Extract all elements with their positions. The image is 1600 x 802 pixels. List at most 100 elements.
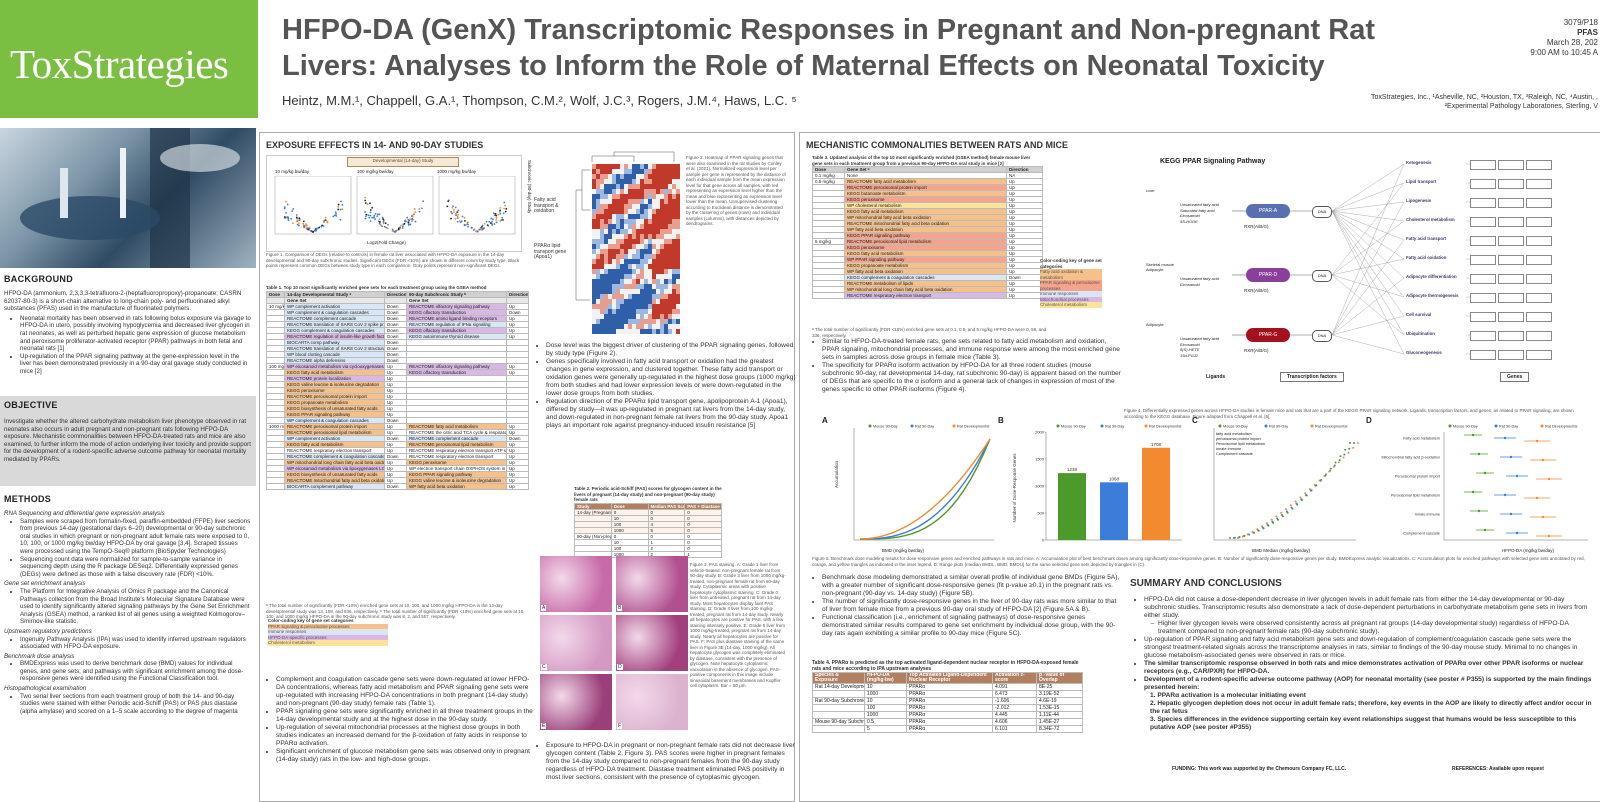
volcano-title: 10 mg/kg bw/day [275, 169, 310, 174]
heatmap-cell [600, 174, 604, 179]
heatmap-cell [616, 279, 620, 284]
legend-marker [1494, 424, 1498, 428]
table-3-title: Table 3. Updated analysis of the top 10 … [812, 155, 1031, 166]
heatmap-cell [600, 269, 604, 274]
result-bullet: Up-regulation of several mitochondrial p… [276, 724, 538, 748]
heatmap-cell [676, 174, 680, 179]
heatmap-cell [656, 304, 660, 309]
table-cell: 1.11E-44 [1036, 711, 1083, 719]
heatmap-cell [600, 254, 604, 259]
heatmap-cell [644, 269, 648, 274]
heatmap-cell [644, 209, 648, 214]
volcano-point [365, 213, 368, 216]
heatmap-cell [628, 284, 632, 289]
heatmap-cell [660, 249, 664, 254]
heatmap-cell [644, 204, 648, 209]
volcano-point [453, 209, 455, 211]
heatmap-cell [668, 279, 672, 284]
heatmap-cell [644, 329, 648, 334]
heatmap-cell [660, 219, 664, 224]
heatmap-cell [632, 299, 636, 304]
heatmap-cell [600, 249, 604, 254]
heatmap-cell [636, 194, 640, 199]
volcano-point [376, 213, 379, 216]
heatmap-cell [648, 304, 652, 309]
table-1-note: ᵃ The total number of significantly (FDR… [266, 603, 525, 619]
table-3: Table 3. Updated analysis of the top 10 … [812, 155, 1043, 299]
heatmap-cell [608, 239, 612, 244]
legend-marker [910, 424, 914, 428]
heatmap-cell [612, 319, 616, 324]
accumulation-point [1276, 517, 1279, 520]
heatmap-cell [596, 179, 600, 184]
heatmap-cell [612, 274, 616, 279]
heatmap-cell [596, 184, 600, 189]
table-cell: PAS + Diastase Median Score [684, 502, 722, 510]
heatmap-cell [672, 199, 676, 204]
volcano-point [481, 228, 484, 230]
volcano-point [471, 226, 473, 229]
accumulation-point [1338, 459, 1341, 462]
heatmap-cell [628, 299, 632, 304]
heatmap-cell [620, 314, 624, 319]
objective-box [0, 396, 256, 486]
heatmap-cell [596, 224, 600, 229]
heatmap-cell [648, 239, 652, 244]
accumulation-point [1275, 515, 1278, 518]
y-tick-label: 0 [1042, 538, 1045, 543]
heatmap-cell [672, 184, 676, 189]
volcano-point [287, 219, 290, 222]
heatmap-cell [652, 204, 656, 209]
heatmap-cell [668, 269, 672, 274]
accumulation-plot-a: Accumulation Mouse 90-Day Rat 90-Day Rat De… [834, 424, 994, 541]
affiliations-line-1: ToxStrategies, Inc., ¹Asheville, NC, ²Ho… [1371, 94, 1598, 101]
volcano-point [455, 214, 458, 216]
heatmap-cell [656, 274, 660, 279]
table-cell: PPARα [906, 718, 993, 726]
volcano-point [341, 208, 344, 211]
heatmap-cell [608, 264, 612, 269]
heatmap-cell [616, 234, 620, 239]
heatmap-cell [636, 264, 640, 269]
micrograph-label: E [541, 723, 547, 729]
table-row: Rat 90-day Subchronic 10 PPARα -1.606 4.6E-1… [812, 697, 1083, 705]
legend-item: PPAR signaling & peroxisome processes [1040, 280, 1102, 291]
kegg-gene-box [1526, 331, 1552, 341]
heatmap-cell [604, 214, 608, 219]
volcano-point [302, 222, 305, 225]
volcano-title: 1000 mg/kg bw/day [437, 169, 477, 174]
volcano-point [465, 223, 467, 226]
heatmap-cell [604, 269, 608, 274]
heatmap-cell [640, 179, 644, 184]
volcano-point [369, 202, 371, 205]
micrograph-label: A [541, 605, 547, 611]
heatmap-cell [596, 189, 600, 194]
heatmap-cell [652, 184, 656, 189]
heatmap-cell [616, 169, 620, 174]
heatmap-cell [672, 169, 676, 174]
dna-node: DNA [1312, 270, 1332, 282]
heatmap-cell [640, 324, 644, 329]
heatmap-cell [676, 179, 680, 184]
volcano-point [451, 212, 453, 215]
heatmap-cell [620, 179, 624, 184]
heatmap-cell [632, 289, 636, 294]
mechanistic-heading: MECHANISTIC COMMONALITIES BETWEEN RATS A… [806, 140, 1068, 150]
heatmap-cell [620, 219, 624, 224]
heatmap-cell [620, 169, 624, 174]
heatmap-cell [632, 254, 636, 259]
figure-2-caption: Figure 2. Heatmap of PPAR signaling gene… [686, 155, 786, 226]
accumulation-point [1266, 523, 1269, 526]
axis-label: Accumulation [834, 460, 839, 488]
category-label: Peroxisomal lipid metabolism [1391, 494, 1440, 498]
kegg-edge [1331, 210, 1405, 336]
table-cell [812, 711, 865, 719]
volcano-point [499, 207, 502, 209]
volcano-point [407, 221, 410, 224]
accumulation-point [1285, 510, 1288, 513]
heatmap-cell [620, 249, 624, 254]
heatmap-cell [628, 259, 632, 264]
heatmap-cell [592, 234, 596, 239]
heatmap-cell [632, 319, 636, 324]
table-cell: 1000 mg/kg [266, 422, 285, 430]
